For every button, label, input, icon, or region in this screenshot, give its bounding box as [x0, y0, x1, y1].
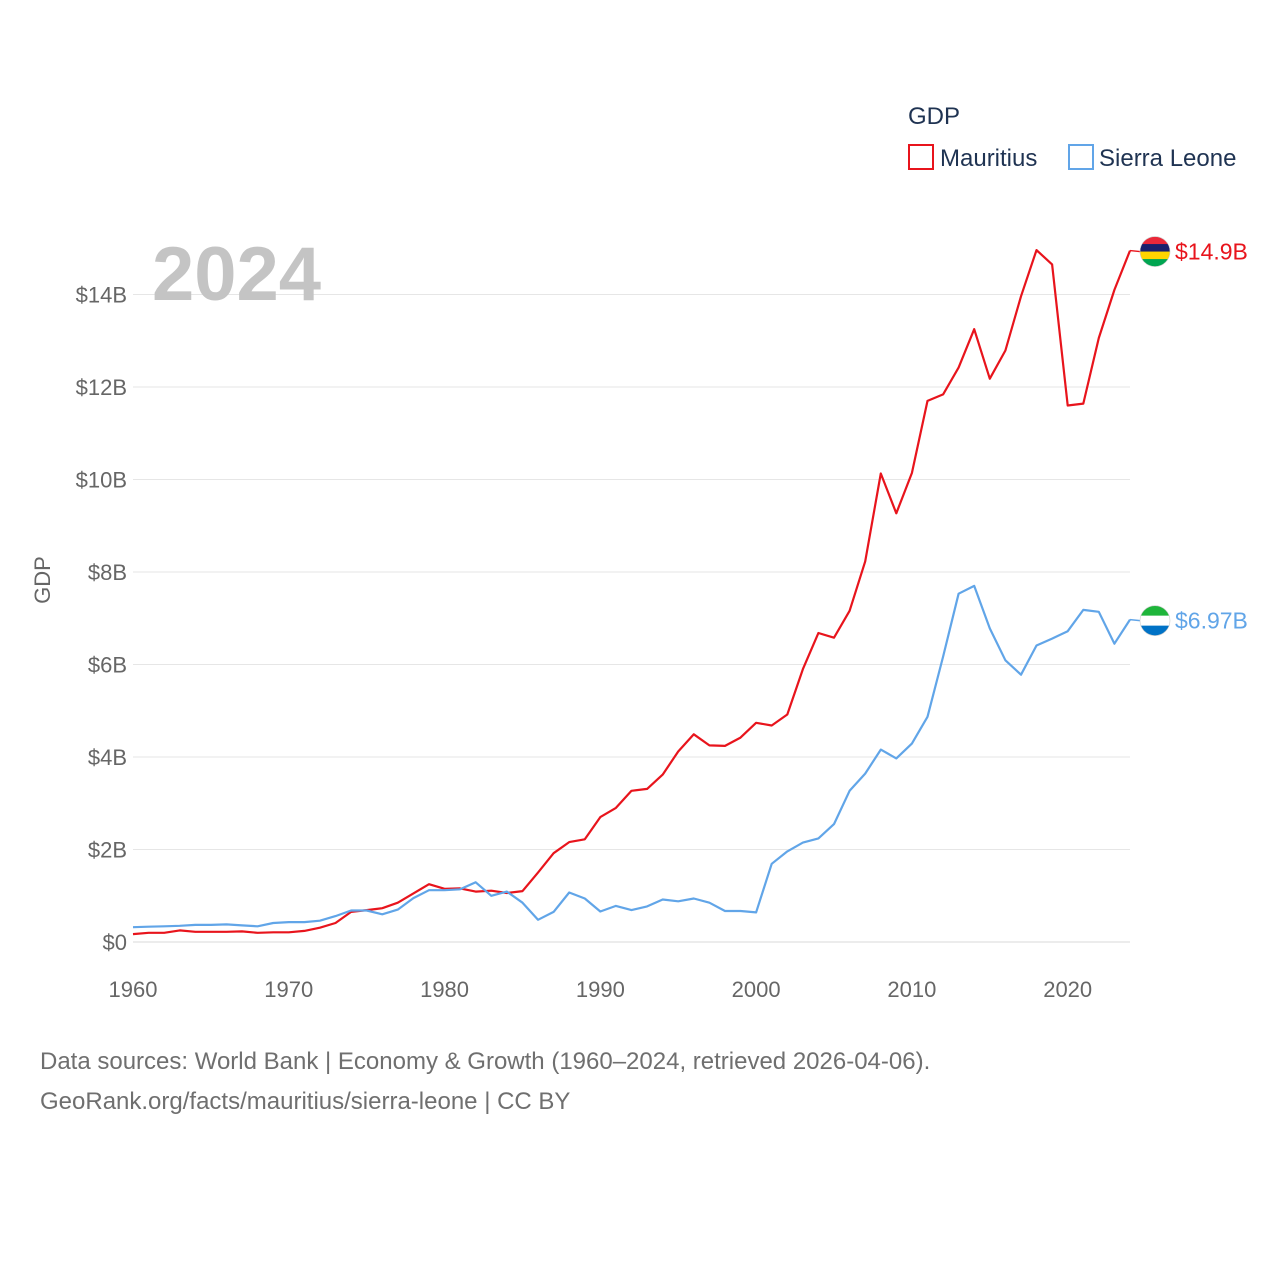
end-value-label: $14.9B [1175, 239, 1248, 265]
legend-label-mauritius: Mauritius [940, 145, 1037, 172]
series-lines [132, 249, 1132, 936]
series-line-mauritius[interactable] [132, 249, 1132, 936]
x-tick-label: 2000 [732, 977, 781, 1002]
end-value-label: $6.97B [1175, 608, 1248, 634]
y-tick-label: $6B [88, 653, 127, 678]
legend-swatch-sierra-leone [1068, 144, 1094, 170]
legend-item-sierra-leone[interactable]: Sierra Leone [1068, 144, 1236, 172]
y-gridlines [133, 294, 1130, 943]
end-connector [1129, 249, 1141, 253]
series-line-sierra-leone[interactable] [132, 584, 1131, 929]
legend-item-mauritius[interactable]: Mauritius [908, 144, 1037, 172]
x-tick-label: 1970 [264, 977, 313, 1002]
mauritius-flag-icon [1139, 236, 1171, 267]
sierra-leone-flag-icon [1139, 605, 1171, 636]
x-tick-label: 2010 [887, 977, 936, 1002]
legend-label-sierra-leone: Sierra Leone [1099, 145, 1236, 172]
end-markers: $14.9B $6.97B [1129, 236, 1248, 636]
y-tick-label: $2B [88, 838, 127, 863]
x-tick-label: 2020 [1043, 977, 1092, 1002]
x-tick-label: 1960 [109, 977, 158, 1002]
x-axis-tick-labels: 1960 1970 1980 1990 2000 2010 2020 [109, 977, 1093, 1002]
y-axis-tick-labels: $0 $2B $4B $6B $8B $10B $12B $14B [76, 283, 127, 956]
y-tick-label: $0 [103, 930, 127, 955]
source-line-1: Data sources: World Bank | Economy & Gro… [40, 1048, 931, 1075]
legend: GDP Mauritius Sierra Leone [908, 103, 1236, 172]
year-label: 2024 [152, 232, 321, 317]
y-tick-label: $8B [88, 560, 127, 585]
source-line-2: GeoRank.org/facts/mauritius/sierra-leone… [40, 1088, 571, 1115]
y-tick-label: $12B [76, 375, 127, 400]
y-tick-label: $14B [76, 283, 127, 308]
x-tick-label: 1990 [576, 977, 625, 1002]
source-note: Data sources: World Bank | Economy & Gro… [40, 1042, 930, 1122]
y-tick-label: $4B [88, 745, 127, 770]
end-connector [1129, 618, 1141, 622]
y-axis-title: GDP [30, 556, 55, 604]
legend-swatch-mauritius [908, 144, 934, 170]
legend-title: GDP [908, 103, 960, 130]
y-tick-label: $10B [76, 468, 127, 493]
x-tick-label: 1980 [420, 977, 469, 1002]
